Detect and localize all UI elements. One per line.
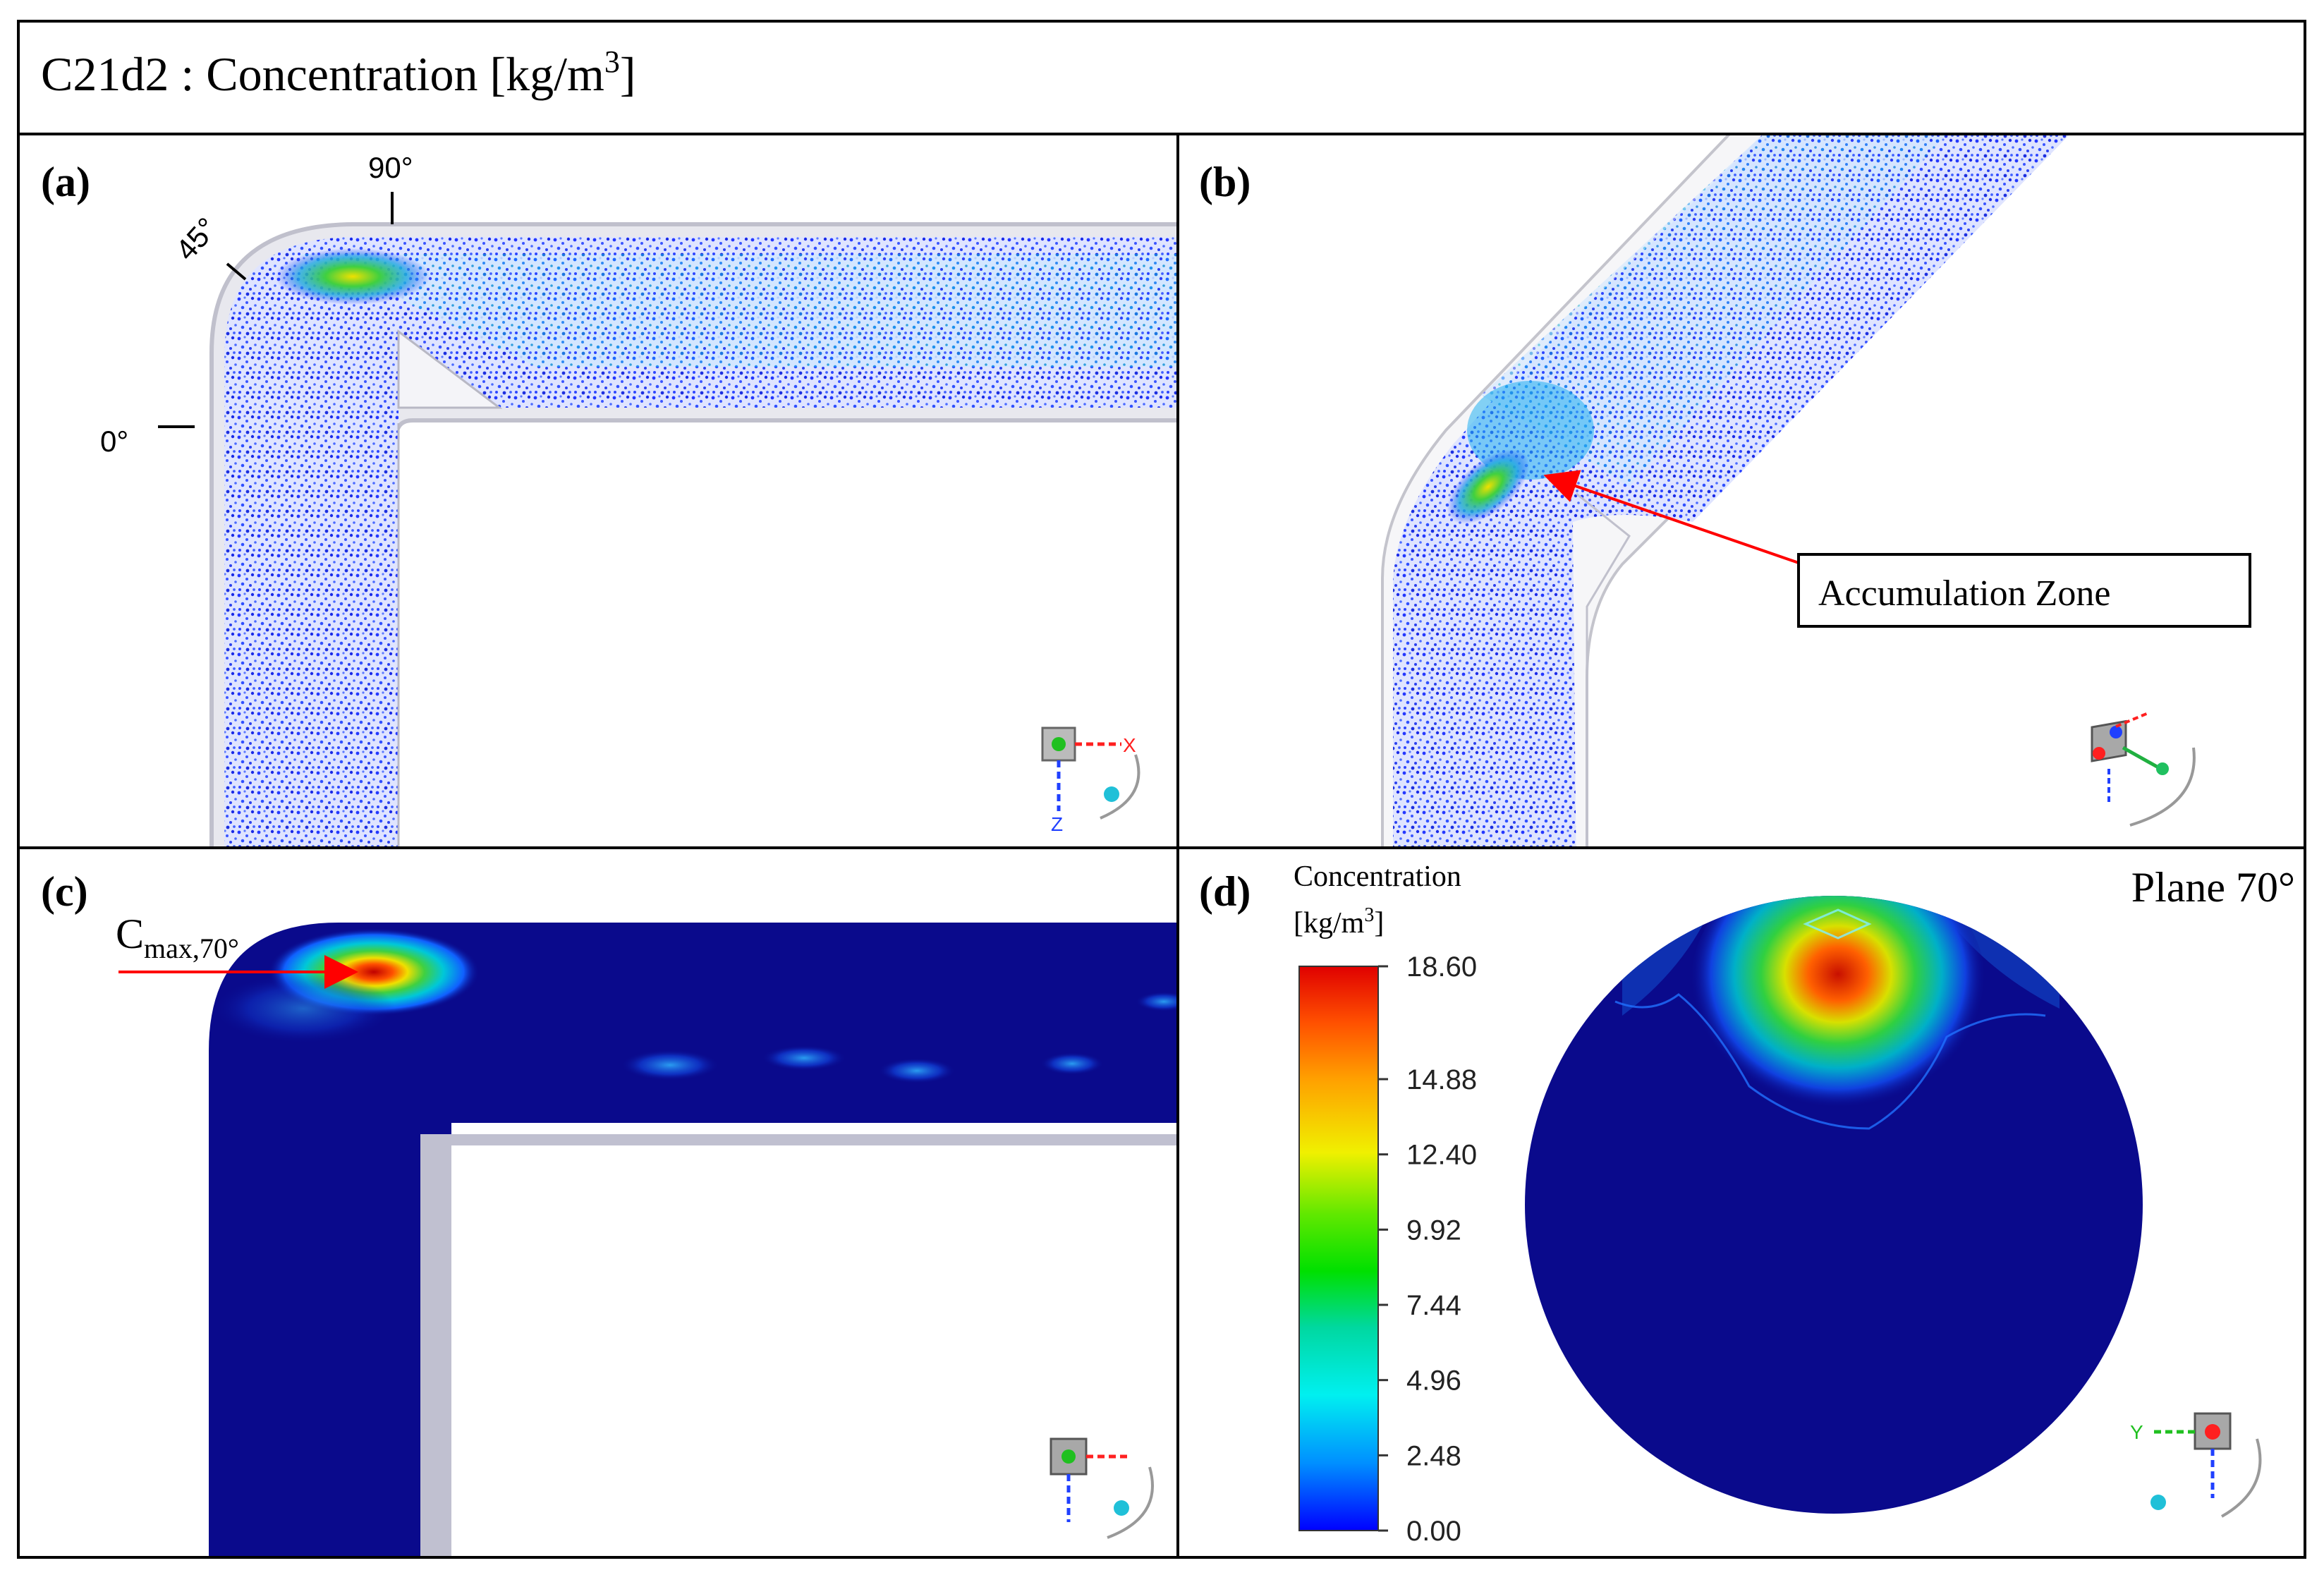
panel-b-particle-field [1393, 135, 2069, 846]
panel-d-label: (d) [1199, 868, 1251, 915]
axis-x-label: X [1123, 734, 1136, 756]
figure-title: C21d2 : Concentration [kg/m3] [41, 44, 636, 101]
plane-label: Plane 70° [2131, 864, 2295, 911]
panel-b-hotspot [1447, 449, 1530, 524]
panel-a-particle-field [224, 237, 1176, 846]
cross-section-hotspot [1690, 896, 1986, 1121]
panel-b-particles [1381, 135, 2069, 846]
angle-marker-45 [226, 262, 247, 281]
panel-a-axes-triad: X Z [1041, 726, 1140, 835]
angle-label-0: 0° [100, 425, 128, 458]
colorbar-ticks: 18.60 14.88 12.40 9.92 7.44 4.96 2.48 0.00 [1378, 951, 1477, 1547]
colorbar-tick-label: 18.60 [1406, 951, 1477, 983]
colorbar-tick-label: 14.88 [1406, 1064, 1477, 1095]
panel-c-contour [209, 923, 1176, 1556]
panel-d-axes-triad: Y [2130, 1412, 2262, 1518]
angle-label-90: 90° [368, 151, 413, 184]
figure-frame [17, 20, 2306, 1559]
colorbar-tick-label: 2.48 [1406, 1440, 1461, 1471]
panel-a-label: (a) [41, 159, 90, 205]
cross-section-disk [1525, 896, 2143, 1514]
axis-z-label: Z [1051, 813, 1063, 835]
accumulation-callout-text: Accumulation Zone [1818, 573, 2110, 614]
colorbar-tick-label: 9.92 [1406, 1215, 1461, 1246]
colorbar-tick-label: 4.96 [1406, 1366, 1461, 1397]
colorbar-tick-label: 0.00 [1406, 1516, 1461, 1547]
cmax-label: Cmax,70° [116, 911, 239, 964]
accumulation-callout-box [1797, 553, 2251, 628]
legend-title: Concentration [1294, 861, 1461, 893]
colorbar-tick-label: 12.40 [1406, 1140, 1477, 1171]
panel-b-label: (b) [1199, 159, 1251, 205]
panel-a-particles [209, 222, 1176, 846]
panel-b-axes-triad [2091, 711, 2196, 827]
panel-a-hotspot [275, 248, 430, 305]
angle-label-45: 45° [169, 211, 224, 267]
panel-c-axes-triad [1050, 1437, 1154, 1539]
axis-y-label: Y [2130, 1421, 2143, 1443]
panel-c-label: (c) [41, 868, 88, 915]
legend-unit: [kg/m3] [1294, 904, 1384, 939]
colorbar-tick-label: 7.44 [1406, 1290, 1461, 1321]
colorbar [1298, 966, 1379, 1531]
accumulation-arrow [1543, 470, 1803, 566]
